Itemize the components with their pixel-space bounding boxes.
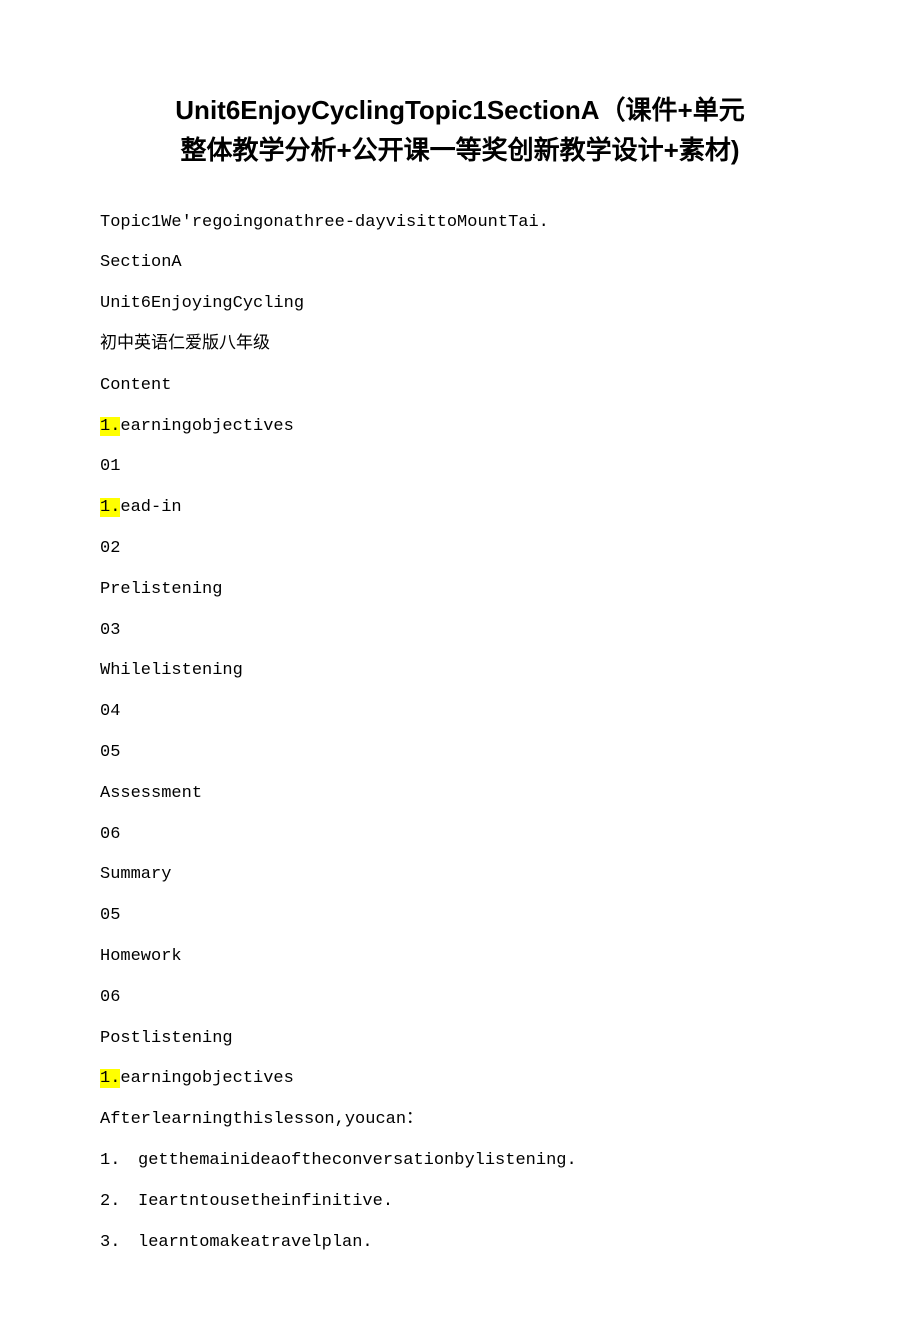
body-line: Prelistening	[100, 578, 820, 602]
body-line: Topic1We'regoingonathree-dayvisittoMount…	[100, 211, 820, 235]
body-line: 06	[100, 986, 820, 1010]
numbered-item-text: getthemainideaoftheconversationbylisteni…	[138, 1149, 820, 1173]
body-line: Postlistening	[100, 1027, 820, 1051]
numbered-item-text: learntomakeatravelplan.	[138, 1231, 820, 1255]
body-line: SectionA	[100, 251, 820, 275]
body-line: Homework	[100, 945, 820, 969]
body-line: Assessment	[100, 782, 820, 806]
body-line: 06	[100, 823, 820, 847]
body-text: earningobjectives	[120, 417, 293, 436]
body-line: Summary	[100, 863, 820, 887]
body-line: Content	[100, 374, 820, 398]
numbered-item-number: 2.	[100, 1190, 138, 1214]
body-line: 02	[100, 537, 820, 561]
document-page: Unit6EnjoyCyclingTopic1SectionA（课件+单元 整体…	[0, 0, 920, 1331]
numbered-list: 1.getthemainideaoftheconversationbyliste…	[100, 1149, 820, 1254]
body-line: 05	[100, 904, 820, 928]
document-body: Topic1We'regoingonathree-dayvisittoMount…	[100, 211, 820, 1132]
highlight-span: 1.	[100, 498, 120, 517]
body-line: Afterlearningthislesson,youcan：	[100, 1108, 820, 1132]
body-text: earningobjectives	[120, 1069, 293, 1088]
title-line-1: Unit6EnjoyCyclingTopic1SectionA（课件+单元	[175, 95, 744, 125]
document-title: Unit6EnjoyCyclingTopic1SectionA（课件+单元 整体…	[100, 90, 820, 171]
title-line-2: 整体教学分析+公开课一等奖创新教学设计+素材)	[180, 135, 739, 165]
highlight-span: 1.	[100, 417, 120, 436]
body-line: Unit6EnjoyingCycling	[100, 292, 820, 316]
numbered-item: 1.getthemainideaoftheconversationbyliste…	[100, 1149, 820, 1173]
highlight-span: 1.	[100, 1069, 120, 1088]
numbered-item-number: 1.	[100, 1149, 138, 1173]
body-line: 05	[100, 741, 820, 765]
body-line: 1.earningobjectives	[100, 1067, 820, 1091]
body-line: 04	[100, 700, 820, 724]
body-line: 1.earningobjectives	[100, 415, 820, 439]
numbered-item: 2.Ieartntousetheinfinitive.	[100, 1190, 820, 1214]
body-line: Whilelistening	[100, 659, 820, 683]
body-text: ead-in	[120, 498, 181, 517]
numbered-item: 3.learntomakeatravelplan.	[100, 1231, 820, 1255]
body-line: 01	[100, 455, 820, 479]
body-line: 03	[100, 619, 820, 643]
numbered-item-number: 3.	[100, 1231, 138, 1255]
numbered-item-text: Ieartntousetheinfinitive.	[138, 1190, 820, 1214]
body-line: 初中英语仁爱版八年级	[100, 333, 820, 357]
body-line: 1.ead-in	[100, 496, 820, 520]
